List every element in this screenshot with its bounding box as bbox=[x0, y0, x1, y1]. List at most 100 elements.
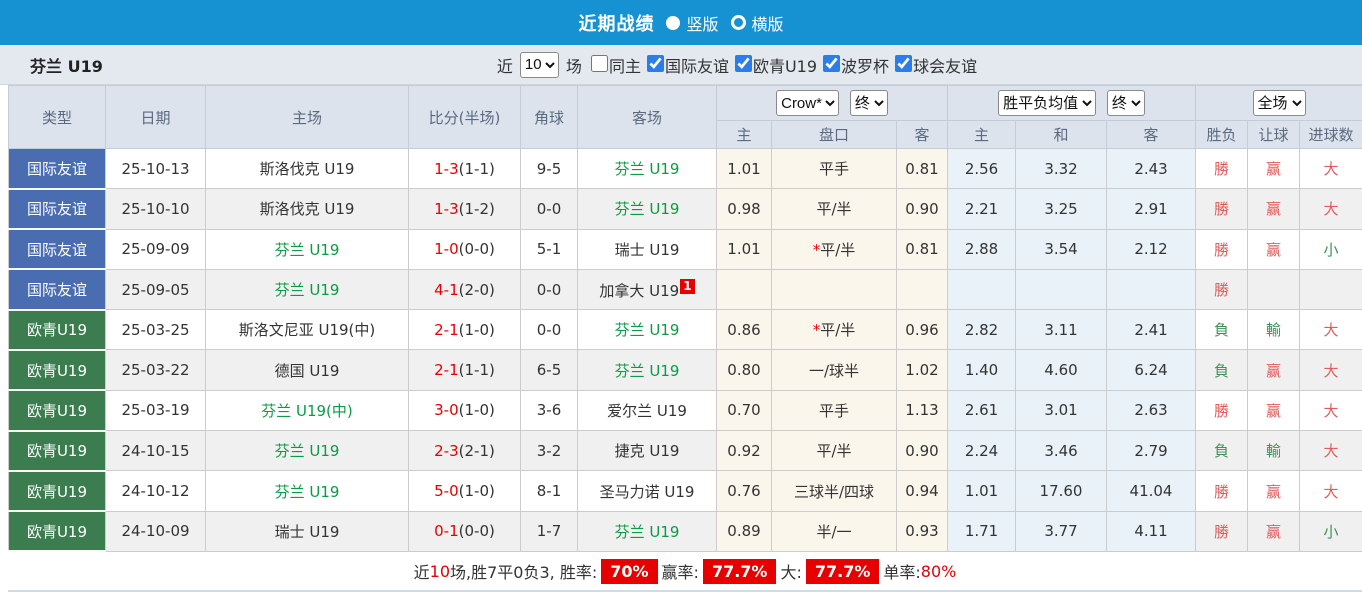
avg-away-odds: 2.91 bbox=[1106, 188, 1197, 230]
avg-draw-odds: 3.01 bbox=[1015, 389, 1108, 432]
asian-home-odds: 0.70 bbox=[716, 389, 772, 432]
result-wdl-text: 勝 bbox=[1214, 240, 1230, 259]
scope-select[interactable]: 全场 bbox=[1252, 90, 1306, 116]
away-team: 爱尔兰 U19 bbox=[577, 389, 717, 432]
result-handicap: 赢 bbox=[1247, 188, 1301, 230]
away-team: 加拿大 U19 1 bbox=[577, 268, 717, 311]
avg-draw-odds: 3.46 bbox=[1015, 430, 1108, 472]
result-handicap-text: 赢 bbox=[1266, 401, 1282, 420]
avg-odds-time-select[interactable]: 终 bbox=[1106, 90, 1145, 116]
col-header-result-goals: 进球数 bbox=[1299, 120, 1362, 149]
avg-home-odds: 2.61 bbox=[947, 389, 1017, 432]
result-handicap-text: 赢 bbox=[1266, 522, 1282, 541]
radio-selected-icon[interactable] bbox=[666, 15, 681, 30]
result-handicap: 輸 bbox=[1247, 430, 1301, 472]
result-goals: 小 bbox=[1299, 228, 1362, 270]
result-goals bbox=[1299, 268, 1362, 311]
score-cell: 1-3(1-1) bbox=[408, 147, 521, 190]
home-team: 芬兰 U19 bbox=[205, 268, 409, 311]
avg-away-odds: 41.04 bbox=[1106, 470, 1197, 512]
result-goals: 大 bbox=[1299, 470, 1362, 512]
avg-away-odds: 2.63 bbox=[1106, 389, 1197, 432]
match-date: 24-10-12 bbox=[105, 470, 206, 512]
asian-home-odds: 0.86 bbox=[716, 309, 772, 351]
match-type-badge: 国际友谊 bbox=[8, 188, 106, 231]
col-header-avg-away: 客 bbox=[1106, 120, 1197, 149]
result-handicap-text: 輸 bbox=[1266, 321, 1282, 340]
filter-checkbox[interactable] bbox=[646, 54, 664, 72]
home-team: 瑞士 U19 bbox=[205, 510, 409, 552]
asian-away-odds: 0.81 bbox=[895, 147, 949, 190]
competition-filters: 同主 国际友谊 欧青U19 波罗杯 球会友谊 bbox=[585, 53, 977, 77]
asian-odds-time-select[interactable]: 终 bbox=[849, 90, 888, 116]
match-date: 24-10-09 bbox=[105, 510, 206, 552]
table-header: 类型 日期 主场 比分(半场) 角球 客场 Crow* 终 胜平负均值 终 全场… bbox=[8, 85, 1362, 149]
col-header-date: 日期 bbox=[105, 85, 206, 149]
layout-option-vertical[interactable]: 竖版 bbox=[666, 11, 719, 35]
corner-count: 1-7 bbox=[520, 510, 578, 552]
result-goals-text: 大 bbox=[1323, 401, 1339, 420]
bookmaker-select[interactable]: Crow* bbox=[776, 90, 840, 116]
result-wdl-text: 勝 bbox=[1214, 200, 1230, 219]
layout-option-label: 竖版 bbox=[686, 14, 719, 34]
match-type-badge: 国际友谊 bbox=[8, 147, 106, 190]
home-team: 德国 U19 bbox=[205, 349, 409, 391]
result-handicap-text: 赢 bbox=[1266, 160, 1282, 179]
result-handicap-text: 赢 bbox=[1266, 361, 1282, 380]
col-header-avg-draw: 和 bbox=[1015, 120, 1108, 149]
score-cell: 2-1(1-1) bbox=[408, 349, 521, 391]
layout-option-label: 横版 bbox=[751, 14, 784, 34]
full-time-score: 1-3 bbox=[434, 199, 459, 218]
corner-count: 0-0 bbox=[520, 268, 578, 311]
result-wdl: 勝 bbox=[1195, 389, 1249, 432]
result-goals-text: 大 bbox=[1323, 321, 1339, 340]
full-time-score: 1-0 bbox=[434, 240, 459, 259]
result-wdl-text: 勝 bbox=[1214, 522, 1230, 541]
page-title: 近期战绩 bbox=[578, 13, 655, 35]
away-team: 瑞士 U19 bbox=[577, 228, 717, 270]
avg-home-odds: 2.56 bbox=[947, 147, 1017, 190]
result-handicap: 輸 bbox=[1247, 309, 1301, 351]
filter-checkbox[interactable] bbox=[734, 54, 752, 72]
avg-draw-odds: 3.32 bbox=[1015, 147, 1108, 190]
filter-checkbox[interactable] bbox=[823, 54, 841, 72]
away-team-name: 圣马力诺 U19 bbox=[599, 482, 695, 501]
col-header-asian-home: 主 bbox=[716, 120, 772, 149]
table-row: 欧青U19 25-03-25 斯洛文尼亚 U19(中) 2-1(1-0) 0-0 芬兰 U… bbox=[8, 309, 1362, 351]
match-count-select[interactable]: 10 bbox=[519, 51, 559, 78]
col-header-away: 客场 bbox=[577, 85, 717, 149]
away-team-name: 芬兰 U19 bbox=[614, 200, 680, 219]
layout-option-horizontal[interactable]: 横版 bbox=[730, 11, 784, 35]
table-row: 欧青U19 25-03-22 德国 U19 2-1(1-1) 6-5 芬兰 U19 0.80… bbox=[8, 349, 1362, 392]
corner-count: 8-1 bbox=[520, 470, 578, 512]
table-row: 国际友谊 25-10-10 斯洛伐克 U19 1-3(1-2) 0-0 芬兰 U19 0.9… bbox=[8, 188, 1362, 231]
avg-odds-select[interactable]: 胜平负均值 bbox=[998, 90, 1097, 116]
col-header-result-handicap: 让球 bbox=[1247, 120, 1301, 149]
corner-count: 6-5 bbox=[520, 349, 578, 391]
avg-home-odds: 1.01 bbox=[947, 470, 1017, 512]
away-team: 芬兰 U19 bbox=[577, 349, 717, 391]
table-row: 国际友谊 25-10-13 斯洛伐克 U19 1-3(1-1) 9-5 芬兰 U19 1.0… bbox=[8, 147, 1362, 190]
filter-checkbox[interactable] bbox=[590, 54, 608, 72]
asian-home-odds: 0.76 bbox=[716, 470, 772, 512]
asian-handicap: 半/一 bbox=[771, 510, 897, 552]
summary-text: 大: bbox=[780, 563, 802, 583]
asian-away-odds: 0.96 bbox=[895, 309, 949, 351]
col-header-avg-home: 主 bbox=[947, 120, 1017, 149]
table-row: 欧青U19 24-10-15 芬兰 U19 2-3(2-1) 3-2 捷克 U19 0.92… bbox=[8, 430, 1362, 472]
result-goals: 大 bbox=[1299, 147, 1362, 190]
col-header-home: 主场 bbox=[205, 85, 409, 149]
half-time-score: (0-0) bbox=[458, 522, 495, 541]
match-type-badge: 欧青U19 bbox=[8, 389, 106, 432]
result-wdl: 勝 bbox=[1195, 510, 1249, 552]
asian-home-odds: 1.01 bbox=[716, 147, 772, 190]
match-type-badge: 欧青U19 bbox=[8, 470, 106, 513]
filter-checkbox[interactable] bbox=[895, 54, 913, 72]
radio-unselected-icon[interactable] bbox=[730, 15, 746, 30]
result-goals: 大 bbox=[1299, 188, 1362, 230]
asian-away-odds: 1.13 bbox=[895, 389, 949, 432]
col-header-type: 类型 bbox=[8, 85, 106, 149]
result-wdl-text: 勝 bbox=[1214, 401, 1230, 420]
filter-checkbox-label: 球会友谊 bbox=[913, 56, 978, 76]
full-time-score: 0-1 bbox=[434, 522, 459, 541]
